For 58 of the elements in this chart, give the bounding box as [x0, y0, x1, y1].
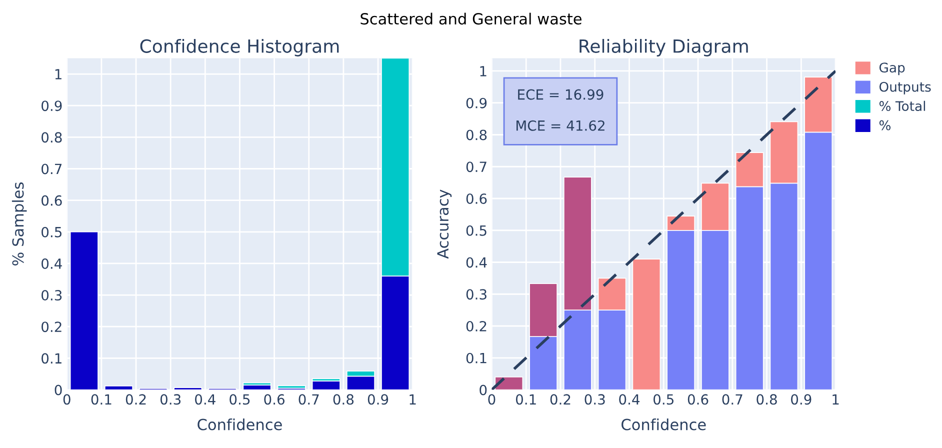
x-tick-label: 0.1 [91, 394, 112, 405]
x-tick-label: 0.6 [264, 394, 284, 405]
y-tick-label: 0.2 [466, 320, 486, 332]
y-tick-label: 0.1 [42, 353, 62, 364]
x-tick-label: 0 [63, 394, 70, 405]
legend-label: % Total [879, 100, 926, 112]
legend-label: Gap [879, 62, 905, 76]
y-tick-label: 1 [55, 69, 62, 80]
x-axis-title: Confidence [622, 418, 706, 430]
legend-label: Outputs [879, 82, 931, 94]
y-axis-title: % Samples [12, 182, 27, 266]
y-tick-label: 0.4 [42, 258, 62, 269]
bar [277, 385, 306, 389]
chart-title: Confidence Histogram [140, 38, 339, 56]
y-tick-label: 0.2 [42, 322, 62, 332]
x-tick-label: 0.4 [619, 394, 640, 405]
x-tick-label: 0.5 [230, 394, 250, 405]
y-tick-label: 0.8 [466, 130, 487, 140]
y-tick-label: 0.7 [466, 162, 486, 172]
legend-label: % [879, 120, 891, 130]
y-tick-label: 0.6 [466, 193, 487, 204]
x-tick-label: 0.3 [584, 394, 605, 405]
y-tick-label: 0.5 [466, 225, 486, 236]
x-tick-label: 0.9 [368, 394, 388, 405]
y-tick-label: 1 [480, 66, 486, 76]
x-tick-label: 0 [488, 394, 496, 405]
y-tick-label: 0.4 [466, 257, 487, 268]
x-axis-title: Confidence [198, 418, 282, 430]
y-tick-label: 0 [54, 384, 62, 396]
x-tick-label: 0.7 [298, 394, 319, 405]
y-tick-label: 0.9 [466, 98, 487, 108]
x-tick-label: 0.8 [756, 394, 777, 405]
y-tick-label: 0.3 [466, 289, 486, 300]
y-tick-label: 0.9 [42, 100, 62, 112]
x-tick-label: 0.2 [550, 394, 570, 405]
x-tick-label: 1 [832, 394, 839, 404]
y-axis-title: Accuracy [437, 190, 452, 259]
text: ECE = 16.99 MCE = 41.62 [516, 89, 604, 131]
x-tick-label: 0.8 [333, 394, 354, 405]
y-tick-label: 0.8 [42, 132, 62, 143]
y-tick-label: 0.7 [42, 164, 62, 174]
y-tick-label: 0.3 [42, 290, 62, 301]
x-tick-label: 0.9 [791, 394, 812, 405]
y-tick-label: 0.6 [42, 195, 62, 206]
x-tick-label: 0.6 [688, 394, 708, 405]
chart-title: Reliability Diagram [580, 38, 748, 56]
x-tick-label: 0.5 [654, 394, 674, 405]
text: Scattered and General waste [360, 12, 582, 25]
x-tick-label: 0.4 [195, 394, 216, 405]
x-tick-label: 0.3 [160, 394, 181, 405]
x-tick-label: 0.2 [126, 394, 146, 405]
x-tick-label: 1 [410, 394, 416, 404]
y-tick-label: 0.1 [466, 352, 486, 364]
x-tick-label: 0.1 [516, 394, 536, 405]
y-tick-label: 0.5 [42, 226, 62, 238]
x-tick-label: 0.7 [722, 394, 742, 405]
bar [242, 382, 272, 386]
y-tick-label: 0 [480, 384, 487, 396]
